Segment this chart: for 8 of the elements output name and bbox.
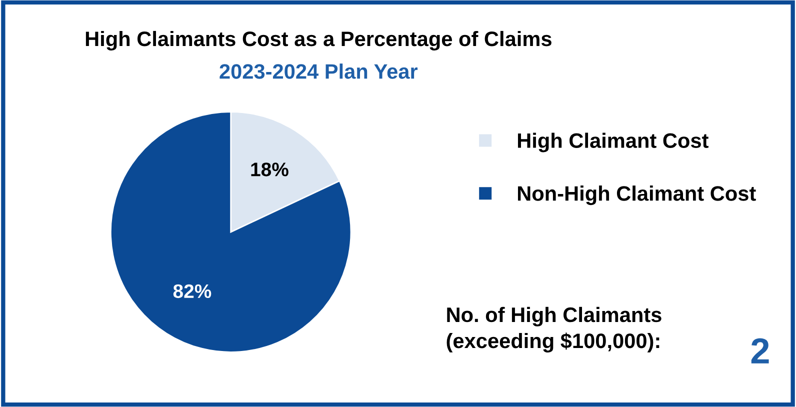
data-label: 18% (251, 162, 288, 176)
data-label: 82% (173, 284, 212, 298)
text: 2 (751, 338, 769, 364)
text: No. of High Claimants (exceeding $100,000): (446, 306, 662, 352)
legend-label: High Claimant Cost (518, 132, 708, 152)
legend-label: Non-High Claimant Cost (518, 186, 756, 206)
chart-subtitle: 2023-2024 Plan Year (220, 64, 418, 79)
chart-title: High Claimants Cost as a Percentage of Claims (86, 30, 552, 50)
